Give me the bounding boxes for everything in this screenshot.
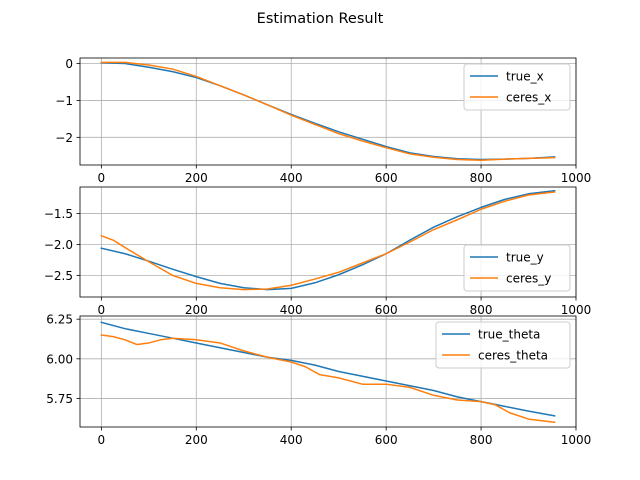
subplot-1: 0 200 400 600 800 1000 0 −1 −2 true_x ceres_x	[55, 57, 591, 185]
y-tick-label: 6.00	[46, 352, 73, 366]
x-tick-label: 400	[280, 433, 303, 447]
series-line-ceres-x	[100, 61, 556, 161]
x-tick-label: 600	[375, 303, 398, 317]
subplot-2: 0 200 400 600 800 1000 −1.5 −2.0 −2.5 true_yceres…	[44, 186, 592, 317]
subplots: 0 200 400 600 800 1000 0 −1 −2 true_x ceres_x 0 200 4…	[44, 57, 591, 447]
y-tick-label: 6.25	[46, 313, 73, 327]
y-tick-label: −2	[55, 131, 73, 145]
x-tick-label: 200	[185, 303, 208, 317]
y-tick-label: −1.5	[44, 207, 73, 221]
y-tick-label: −1	[55, 94, 73, 108]
x-tick-label: 600	[375, 171, 398, 185]
series-line-true-y	[100, 189, 556, 291]
y-tick-label: 0	[65, 57, 73, 71]
y-tick-label: 5.75	[46, 392, 73, 406]
x-tick-label: 400	[280, 303, 303, 317]
axes-frame	[79, 186, 577, 298]
legend-label-true-y: true_y	[506, 251, 544, 265]
x-tick-label: 0	[98, 171, 106, 185]
legend: true_x ceres_x	[463, 63, 571, 111]
x-tick-label: 1000	[561, 433, 592, 447]
y-tick-label: −2.0	[44, 238, 73, 252]
legend-label-ceres-theta: ceres_theta	[478, 349, 548, 363]
x-tick-label: 0	[98, 303, 106, 317]
series-line-ceres-y	[100, 191, 556, 291]
y-tick-label: −2.5	[44, 269, 73, 283]
x-tick-label: 800	[470, 171, 493, 185]
x-tick-label: 200	[185, 433, 208, 447]
legend-label-ceres-y: ceres_y	[506, 272, 551, 286]
x-tick-label: 0	[98, 433, 106, 447]
legend-label-ceres-x: ceres_x	[506, 91, 551, 105]
axes-frame	[79, 315, 577, 428]
legend-label-true-x: true_x	[506, 70, 544, 84]
figure-title: Estimation Result	[257, 11, 384, 27]
x-tick-label: 800	[470, 433, 493, 447]
series-line-ceres-theta	[100, 334, 556, 424]
x-tick-label: 200	[185, 171, 208, 185]
legend: true_y ceres_y	[463, 244, 571, 292]
axes-frame	[79, 57, 577, 166]
legend-label-true-theta: true_theta	[478, 328, 540, 342]
x-tick-label: 1000	[561, 171, 592, 185]
legend: true_theta ceres_theta	[435, 321, 571, 369]
x-tick-label: 800	[470, 303, 493, 317]
subplot-3: 0 200 400 600 800 1000 6.25 6.00 5.75 true_thetac…	[46, 313, 591, 447]
x-tick-label: 600	[375, 433, 398, 447]
x-tick-label: 1000	[561, 303, 592, 317]
x-tick-label: 400	[280, 171, 303, 185]
